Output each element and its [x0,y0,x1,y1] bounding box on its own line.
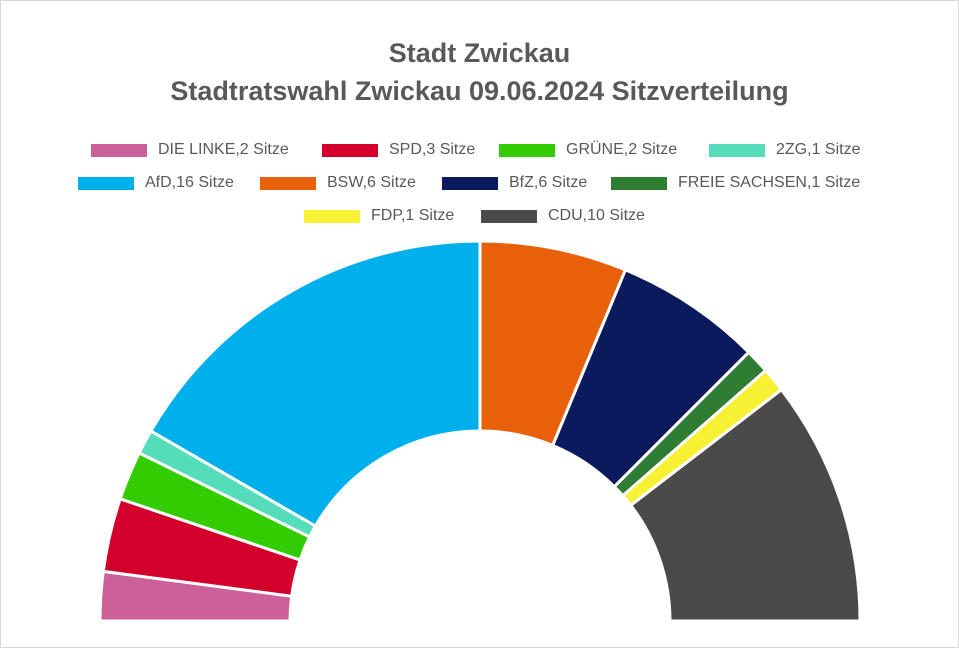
legend-label: FDP,1 Sitze [371,207,455,224]
legend-label: FREIE SACHSEN,1 Sitze [678,174,861,191]
legend-swatch [481,209,537,223]
legend-item: GRÜNE,2 Sitze [499,140,677,160]
legend-item: SPD,3 Sitze [322,140,475,160]
legend-label: BSW,6 Sitze [327,174,416,191]
chart-subtitle: Stadtratswahl Zwickau 09.06.2024 Sitzver… [170,76,789,106]
legend-label: AfD,16 Sitze [145,174,234,191]
legend-item: BfZ,6 Sitze [442,173,587,193]
chart-title: Stadt Zwickau [388,38,571,68]
legend-swatch [611,176,667,190]
legend-swatch [91,143,147,157]
legend-item: 2ZG,1 Sitze [709,140,860,160]
seat-segment [149,239,482,528]
seat-segment [629,388,862,623]
legend-item: DIE LINKE,2 Sitze [91,140,289,160]
legend-label: DIE LINKE,2 Sitze [158,141,289,158]
legend-swatch [442,176,498,190]
legend-item: CDU,10 Sitze [481,206,645,226]
legend-label: 2ZG,1 Sitze [776,141,861,158]
legend-swatch [709,143,765,157]
legend-swatch [78,176,134,190]
legend-label: GRÜNE,2 Sitze [566,141,678,158]
legend-item: FREIE SACHSEN,1 Sitze [611,173,860,193]
legend-label: CDU,10 Sitze [548,207,645,224]
legend-item: FDP,1 Sitze [304,206,454,226]
legend-label: SPD,3 Sitze [389,141,476,158]
legend-swatch [322,143,378,157]
legend-swatch [499,143,555,157]
legend-swatch [304,209,360,223]
legend-item: BSW,6 Sitze [260,173,416,193]
legend-swatch [260,176,316,190]
legend-item: AfD,16 Sitze [78,173,234,193]
legend-label: BfZ,6 Sitze [509,174,588,191]
